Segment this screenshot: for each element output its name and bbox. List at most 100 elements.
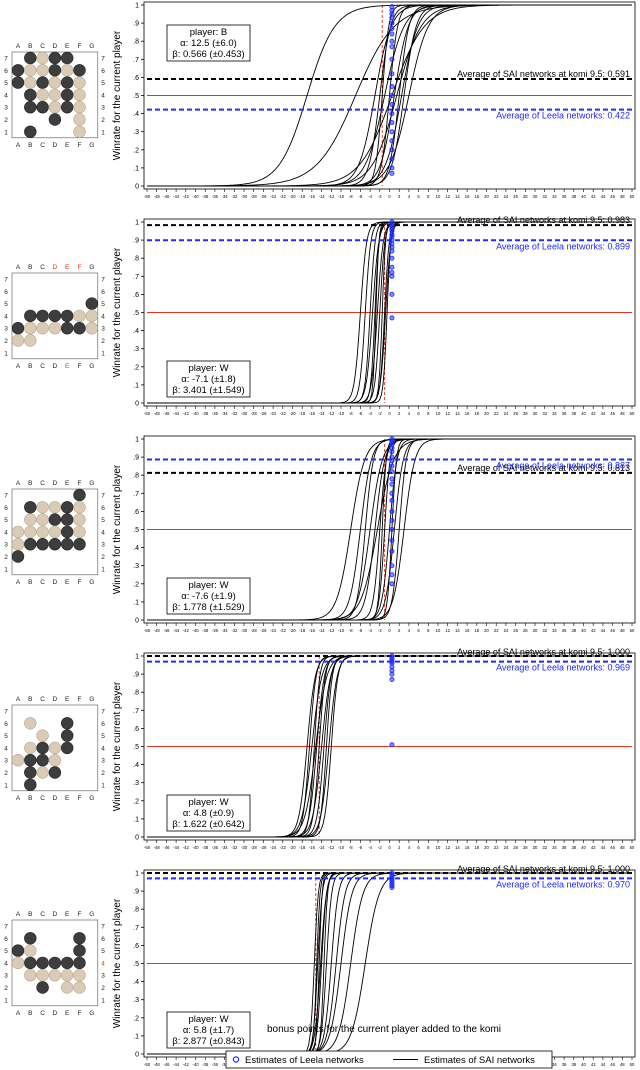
x-tick-label: 8 <box>427 628 430 633</box>
black-stone <box>48 537 62 551</box>
leela-point <box>389 273 395 279</box>
board-row-label: 7 <box>101 709 105 716</box>
leela-point <box>389 548 395 554</box>
leela-point <box>389 248 395 254</box>
white-stone <box>36 525 49 539</box>
x-tick-label: 10 <box>436 845 441 850</box>
board-col-label: A <box>16 264 21 271</box>
board-col-label: E <box>65 1010 70 1017</box>
x-tick-label: 28 <box>523 411 528 416</box>
x-tick-label: -18 <box>299 628 306 633</box>
white-stone <box>48 525 62 539</box>
x-tick-label: 24 <box>504 845 509 850</box>
black-stone <box>73 944 86 957</box>
board-col-label: F <box>78 264 82 271</box>
y-tick-label: 1 <box>135 871 139 878</box>
x-tick-label: 6 <box>417 628 420 633</box>
x-axis-label: bonus points for the current player adde… <box>267 1024 501 1035</box>
leela-point <box>389 15 395 21</box>
black-stone <box>24 778 37 791</box>
board-row-label: 1 <box>101 997 105 1004</box>
leela-point <box>389 508 395 514</box>
black-stone <box>60 501 74 514</box>
leela-point <box>389 93 395 99</box>
board-row-label: 3 <box>101 105 105 112</box>
board-col-label: G <box>89 363 94 370</box>
black-stone <box>73 488 86 502</box>
board-col-label: E <box>65 696 70 703</box>
y-tick-label: .5 <box>133 961 139 968</box>
legend-sai-label: Estimates of SAI networks <box>424 1055 535 1066</box>
info-alpha: α: -7.1 (±1.8) <box>181 374 236 385</box>
x-tick-label: 16 <box>465 194 470 199</box>
x-tick-label: 30 <box>533 845 538 850</box>
x-tick-label: 30 <box>533 411 538 416</box>
board-row-label: 4 <box>4 529 8 536</box>
x-tick-label: 24 <box>504 628 509 633</box>
y-tick-label: .4 <box>133 545 139 552</box>
white-stone <box>60 64 74 77</box>
board-row-label: 5 <box>101 948 105 955</box>
board-col-label: F <box>78 43 82 50</box>
x-tick-label: -48 <box>154 1062 161 1067</box>
y-tick-label: 0 <box>135 184 139 191</box>
x-tick-label: 46 <box>610 628 615 633</box>
board-col-label: G <box>89 43 94 50</box>
board-col-label: C <box>40 480 45 487</box>
x-tick-label: 4 <box>408 194 411 199</box>
x-tick-label: -32 <box>231 411 238 416</box>
board-row-label: 3 <box>101 973 105 980</box>
leela-point <box>389 255 395 261</box>
x-tick-label: 4 <box>408 628 411 633</box>
x-tick-label: 24 <box>504 411 509 416</box>
board-col-label: C <box>40 363 45 370</box>
board-col-label: E <box>65 142 70 149</box>
board-col-label: F <box>78 1010 82 1017</box>
board-row-label: 3 <box>4 973 8 980</box>
y-tick-label: .7 <box>133 708 139 715</box>
board-col-label: D <box>53 264 58 271</box>
black-stone <box>36 309 49 323</box>
white-stone <box>48 322 62 335</box>
y-tick-label: .5 <box>133 527 139 534</box>
x-tick-label: 18 <box>474 628 479 633</box>
board-row-label: 5 <box>4 301 8 308</box>
black-stone <box>24 88 37 102</box>
board-col-label: F <box>78 795 82 802</box>
board-row-label: 4 <box>4 313 8 320</box>
leela-point <box>389 481 395 487</box>
x-tick-label: -46 <box>163 845 170 850</box>
white-stone <box>73 513 86 526</box>
board-row-label: 4 <box>4 92 8 99</box>
y-tick-label: 1 <box>135 654 139 661</box>
y-tick-label: .7 <box>133 925 139 932</box>
x-tick-label: 48 <box>620 1062 625 1067</box>
x-tick-label: -20 <box>289 411 296 416</box>
white-stone <box>24 322 37 335</box>
x-tick-label: -22 <box>280 411 287 416</box>
x-tick-label: 34 <box>552 411 557 416</box>
x-tick-label: 40 <box>581 845 586 850</box>
x-tick-label: -26 <box>260 411 267 416</box>
leela-point <box>389 476 395 482</box>
y-tick-label: .3 <box>133 129 139 136</box>
white-stone <box>11 525 25 539</box>
board-col-label: F <box>78 363 82 370</box>
black-stone <box>48 309 62 323</box>
leela-point <box>389 291 395 297</box>
sai-average-label: Average of SAI networks at komi 9.5: 1.0… <box>457 647 630 657</box>
x-tick-label: -50 <box>144 845 151 850</box>
info-beta: β: 0.566 (±0.453) <box>172 49 244 60</box>
black-stone <box>60 322 74 335</box>
x-tick-label: 20 <box>484 845 489 850</box>
x-tick-label: -34 <box>222 194 229 199</box>
board-row-label: 1 <box>101 782 105 789</box>
x-tick-label: 10 <box>436 628 441 633</box>
leela-point <box>389 20 395 26</box>
board-row-label: 2 <box>4 770 8 777</box>
x-tick-label: 10 <box>436 411 441 416</box>
y-tick-label: 1 <box>135 3 139 10</box>
x-tick-label: -28 <box>251 411 258 416</box>
board-row-label: 3 <box>4 105 8 112</box>
x-tick-label: -36 <box>212 628 219 633</box>
